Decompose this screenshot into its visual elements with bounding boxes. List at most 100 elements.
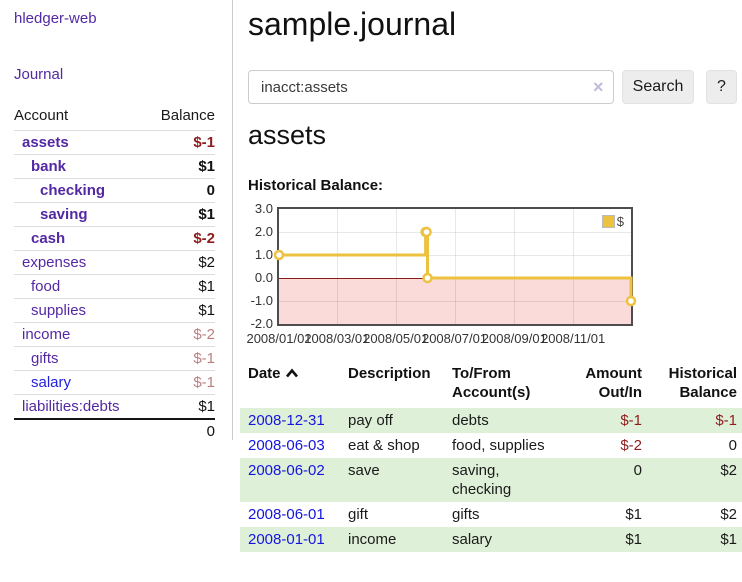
clear-search-icon[interactable]: × [593,77,604,97]
register-table-body: 2008-12-31 pay off debts $-1 $-1 2008-06-03 ea… [240,408,742,552]
transaction-date-link[interactable]: 2008-01-01 [248,531,325,548]
account-row: salary $-1 [14,370,215,395]
historical-balance-chart: $ 3.0 2.0 1.0 0.0 -1.0 -2.0 2008/01/01 2008/03… [240,202,742,352]
v-gridline [336,209,338,324]
account-link-expenses[interactable]: expenses [22,254,87,271]
account-link-assets[interactable]: assets [22,134,69,151]
account-balance: $-1 [146,346,215,371]
account-link-liabilities-debts[interactable]: liabilities:debts [22,397,120,415]
transaction-date-link[interactable]: 2008-06-01 [248,506,325,523]
account-balance: $-2 [146,226,215,251]
search-input[interactable] [248,70,614,104]
transaction-date-link[interactable]: 2008-06-03 [248,437,325,454]
account-link-saving[interactable]: saving [40,206,88,223]
account-heading: assets [248,120,327,150]
transaction-accounts: saving, checking [452,462,512,498]
transaction-description: save [348,462,380,479]
register-header-balance: Historical Balance [668,365,737,401]
register-header-description: Description [348,365,431,382]
account-link-cash[interactable]: cash [31,230,66,247]
register-header-amount: Amount Out/In [585,365,642,401]
balance-column-header: Balance [160,107,215,124]
transaction-balance: $1 [720,531,737,548]
transaction-accounts: food, supplies [452,437,545,454]
page-title: sample.journal [248,6,457,42]
transaction-amount: $1 [625,531,642,548]
account-link-supplies[interactable]: supplies [31,302,87,319]
search-button[interactable]: Search [622,70,694,104]
transaction-amount: $-1 [620,412,642,429]
account-link-gifts[interactable]: gifts [31,350,59,367]
account-row: cash $-2 [14,226,215,251]
account-link-food[interactable]: food [31,278,61,295]
transaction-description: eat & shop [348,437,420,454]
register-header-date[interactable]: Date [240,362,340,408]
account-link-salary[interactable]: salary [31,374,72,391]
x-axis-tick-label: 2008/07/01 [421,331,488,346]
account-row: supplies $1 [14,298,215,323]
accounts-table-body: assets $-1 bank $1 checking 0 saving $1 cash $-2 e… [14,130,215,419]
sort-ascending-icon [285,368,298,378]
account-balance: $1 [146,394,215,419]
y-axis-tick-label: 0.0 [254,270,273,285]
app-title-link[interactable]: hledger-web [14,10,97,27]
register-row: 2008-12-31 pay off debts $-1 $-1 [240,408,742,433]
account-row: bank $1 [14,154,215,179]
account-row: expenses $2 [14,250,215,275]
y-axis-tick-label: 1.0 [254,247,273,262]
transaction-date-link[interactable]: 2008-12-31 [248,412,325,429]
account-row: liabilities:debts $1 [14,394,215,419]
x-axis-tick-label: 2008/03/01 [304,331,370,346]
account-balance: $-2 [146,322,215,347]
transaction-amount: $-2 [620,437,642,454]
transaction-date-link[interactable]: 2008-06-02 [248,462,325,479]
transaction-accounts: debts [452,412,489,429]
transaction-description: income [348,531,397,548]
balance-series [273,226,637,307]
balance-chart-plot: $ [273,207,637,326]
register-row: 2008-01-01 income salary $1 $1 [240,527,742,552]
account-balance: $1 [146,154,215,179]
x-axis-tick-label: 2008/11/01 [541,331,606,346]
accounts-total-value: 0 [146,417,215,443]
transaction-balance: 0 [728,437,737,454]
y-axis-tick-label: -1.0 [250,293,273,308]
register-table: Date Description To/From Account(s) Amou… [240,362,742,552]
accounts-total-row: 0 [14,417,215,443]
x-axis-tick-label: 2008/01/01 [246,331,312,346]
accounts-column-header: Account [14,107,69,124]
sidebar-item-journal[interactable]: Journal [14,66,64,83]
transaction-description: pay off [348,412,393,429]
accounts-table: Account Balance assets $-1 bank $1 checking 0… [14,104,215,443]
account-link-checking[interactable]: checking [40,182,106,199]
transaction-accounts: gifts [452,506,480,523]
account-balance: $-1 [146,370,215,395]
register-row: 2008-06-03 eat & shop food, supplies $-2 0 [240,433,742,458]
register-row: 2008-06-01 gift gifts $1 $2 [240,502,742,527]
h-gridline [279,255,631,256]
account-row: food $1 [14,274,215,299]
account-balance: $1 [146,298,215,323]
help-button[interactable]: ? [706,70,737,104]
account-balance: 0 [146,178,215,203]
account-link-income[interactable]: income [22,326,71,343]
transaction-balance: $2 [720,462,737,479]
v-gridline [573,209,575,324]
v-gridline [514,209,516,324]
chart-legend: $ [601,214,624,229]
transaction-amount: $1 [625,506,642,523]
negative-region [279,278,631,324]
y-axis-tick-label: 3.0 [254,201,273,216]
h-gridline [279,301,631,302]
sidebar: hledger-web Journal Account Balance asse… [0,0,233,443]
y-axis-tick-label: 2.0 [254,224,273,239]
account-link-bank[interactable]: bank [31,158,67,175]
account-row: checking 0 [14,178,215,203]
account-row: income $-2 [14,322,215,347]
account-row: assets $-1 [14,130,215,155]
v-gridline [395,209,397,324]
account-balance: $-1 [146,130,215,155]
chart-title: Historical Balance: [248,177,384,194]
account-balance: $1 [146,202,215,227]
h-gridline [279,232,631,233]
